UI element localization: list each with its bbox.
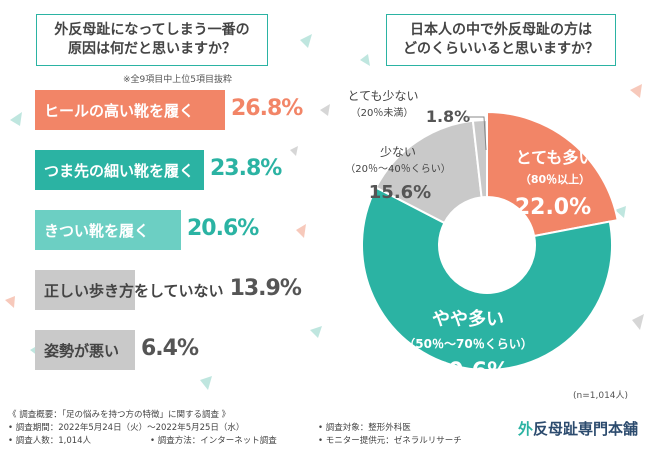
bar-value-1: 26.8% (231, 96, 303, 121)
bar-label-5: 姿勢が悪い (44, 342, 120, 360)
bar-label-3: きつい靴を履く (44, 222, 150, 240)
bar-value-4: 13.9% (229, 276, 302, 301)
donut-slice-2 (361, 186, 613, 371)
left-question-line2: 原因は何だと思いますか？ (68, 41, 236, 57)
slice-4-leader-line (466, 116, 487, 151)
brand-accent: 外 (518, 420, 534, 438)
bar-label-1: ヒールの高い靴を履く (44, 102, 195, 120)
footer-method: • 調査方法：インターネット調査 (150, 436, 277, 446)
brand-logo: 外反母趾専門本舗 (518, 418, 638, 439)
left-question-line1: 外反母趾になってしまう一番の (54, 22, 250, 38)
slice-2-value: 60.6% (433, 359, 509, 384)
slice-3-name: 少ない (380, 145, 416, 159)
donut-slice-1 (486, 110, 619, 238)
slice-4-name: とても少ない (347, 89, 418, 103)
footer-period: • 調査期間：2022年5月24日（火）〜2022年5月25日（水） (8, 423, 245, 433)
right-question-line1: 日本人の中で外反母趾の方は (410, 22, 592, 38)
brand-name: 反母趾専門本舗 (533, 420, 639, 438)
slice-4-value: 1.8% (426, 107, 470, 126)
slice-1-range: （80％以上） (520, 172, 590, 186)
sample-size-note: (n=1,014人) (573, 391, 629, 401)
footer-provider: • モニター提供元：ゼネラルリサーチ (318, 436, 462, 446)
right-question-box: 日本人の中で外反母趾の方は どのくらいいると思いますか？ (386, 14, 616, 66)
bar-value-3: 20.6% (187, 216, 259, 241)
slice-4-range: （20％未満） (351, 107, 414, 119)
bar-4 (35, 270, 135, 310)
bar-3 (35, 210, 181, 250)
slice-2-name: やや多い (432, 308, 504, 330)
donut-slice-3 (374, 119, 483, 225)
footer-count: • 調査人数：1,014人 (8, 436, 92, 446)
slice-1-value: 22.0% (515, 195, 591, 220)
bar-2 (35, 150, 204, 190)
bar-5 (35, 330, 135, 370)
bar-label-4: 正しい歩き方をしていない (44, 282, 224, 300)
bar-label-2: つま先の細い靴を履く (44, 162, 195, 180)
footer-summary: 《 調査概要：「足の悩みを持つ方の特徴」に関する調査 》 (8, 410, 231, 420)
left-question-note: ※全9項目中上位5項目抜粋 (123, 75, 232, 85)
bar-value-2: 23.8% (210, 156, 282, 181)
footer-target: • 調査対象：整形外科医 (318, 423, 411, 433)
slice-1-name: とても多い (516, 148, 595, 167)
right-question-line2: どのくらいいると思いますか？ (403, 41, 599, 57)
slice-3-value: 15.6% (369, 182, 431, 203)
slice-2-range: （50％〜70％くらい） (403, 336, 532, 351)
donut-slice-4 (471, 118, 488, 199)
bar-value-5: 6.4% (141, 336, 199, 361)
bar-1 (35, 90, 225, 130)
slice-3-range: （20％〜40％くらい） (345, 163, 450, 175)
left-question-box: 外反母趾になってしまう一番の 原因は何だと思いますか？ (36, 14, 268, 66)
